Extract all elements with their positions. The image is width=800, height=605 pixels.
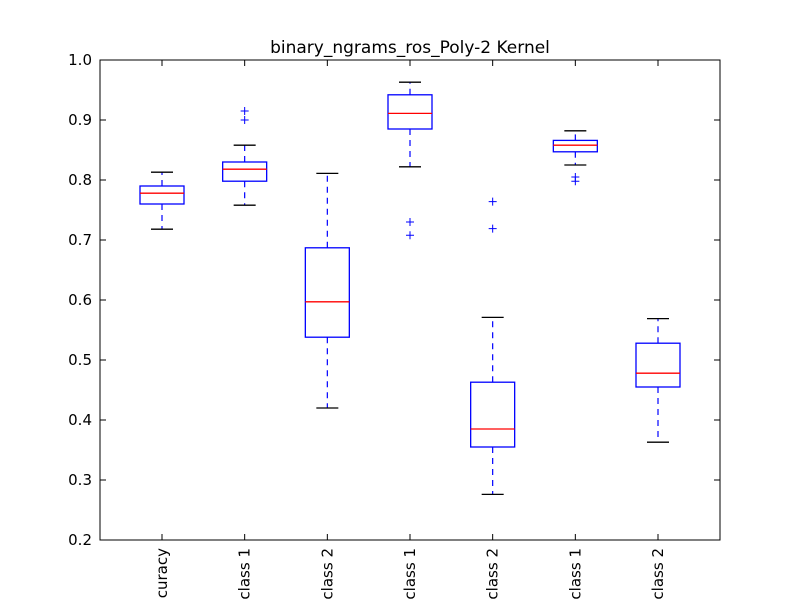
y-tick-label: 0.4: [68, 411, 92, 429]
x-tick-label: class 1: [401, 548, 419, 600]
y-tick-label: 0.3: [68, 471, 92, 489]
chart-title: binary_ngrams_ros_Poly-2 Kernel: [270, 38, 550, 58]
flier-point: [571, 173, 580, 181]
x-tick-label: curacy: [153, 548, 171, 598]
y-tick-label: 0.2: [68, 531, 92, 549]
y-tick-label: 1.0: [68, 51, 92, 69]
flier-point: [406, 231, 414, 240]
box: [470, 381, 516, 448]
y-tick-label: 0.5: [68, 351, 92, 369]
box: [222, 161, 268, 182]
y-tick-label: 0.6: [68, 291, 92, 309]
flier-point: [240, 116, 249, 124]
flier-point: [488, 197, 497, 206]
x-tick-label: class 2: [649, 548, 667, 600]
flier-point: [406, 218, 414, 226]
x-tick-label: class 2: [484, 548, 502, 600]
x-tick-label: class 1: [566, 548, 584, 600]
y-tick-label: 0.9: [68, 111, 92, 129]
plot-area: 0.2 0.3 0.4 0.5 0.6 0.7 0.8 0.9 1.0 curacy class 1…: [68, 51, 721, 600]
y-tick-label: 0.8: [68, 171, 92, 189]
y-tick-label: 0.7: [68, 231, 92, 249]
flier-point: [488, 224, 497, 233]
box: [635, 342, 681, 388]
box: [304, 247, 350, 338]
x-tick-label: class 2: [318, 548, 336, 600]
box: [139, 185, 185, 205]
x-tick-label: class 1: [236, 548, 254, 600]
box: [552, 139, 598, 153]
box: [387, 94, 433, 130]
flier-point: [240, 107, 249, 115]
